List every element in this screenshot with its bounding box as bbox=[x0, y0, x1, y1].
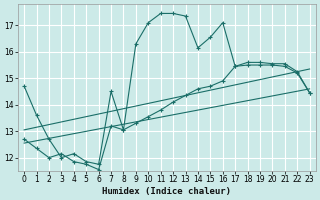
X-axis label: Humidex (Indice chaleur): Humidex (Indice chaleur) bbox=[102, 187, 231, 196]
